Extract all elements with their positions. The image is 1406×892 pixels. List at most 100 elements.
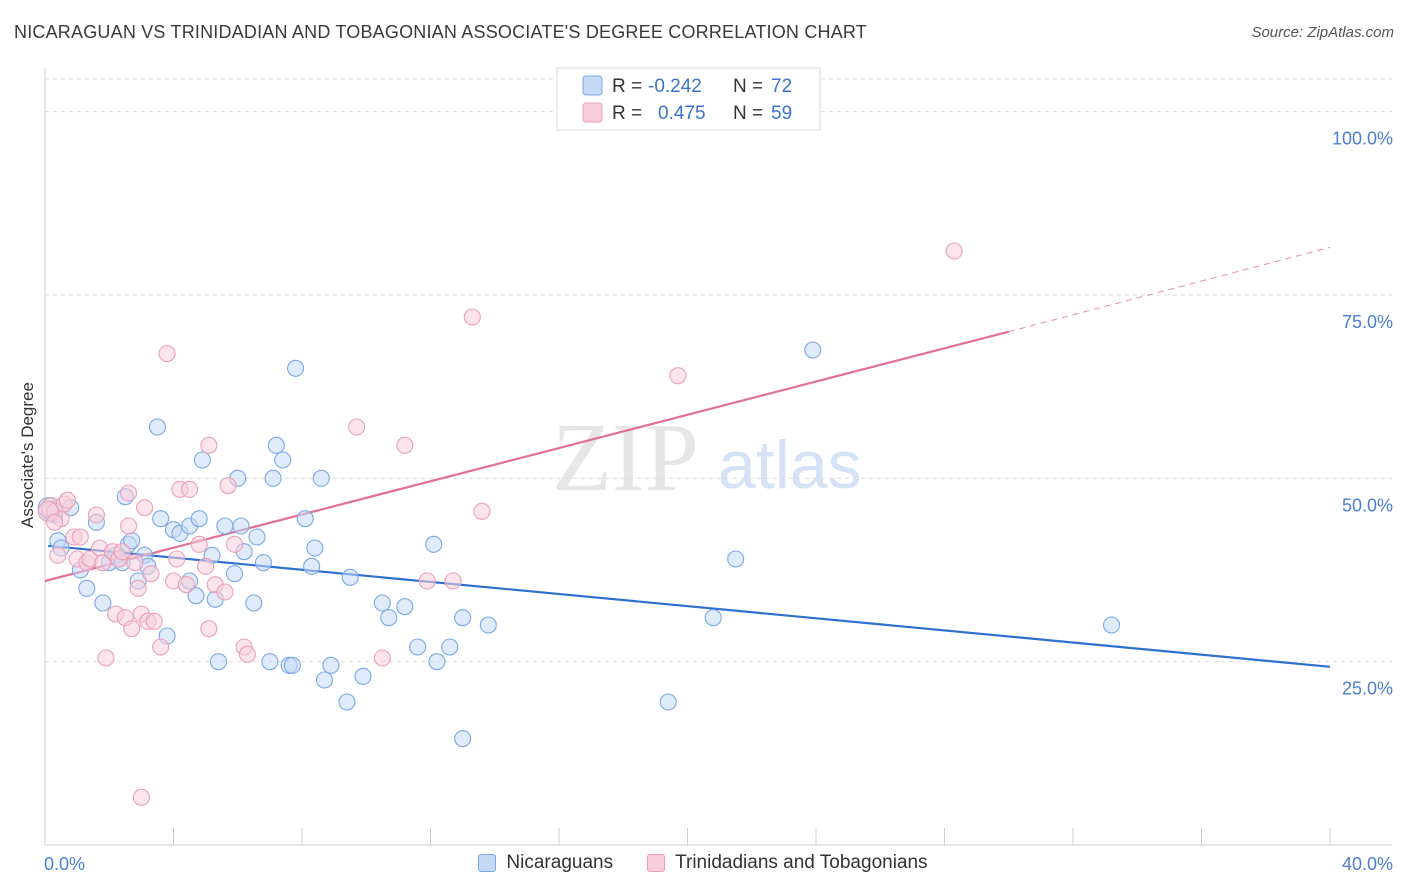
point-trinidadians-48 (373, 649, 391, 667)
point-nicaraguans-53 (338, 693, 356, 711)
point-trinidadians-42 (216, 583, 234, 601)
point-trinidadians-11 (87, 506, 105, 524)
point-nicaraguans-32 (216, 517, 234, 535)
point-nicaraguans-67 (704, 609, 722, 627)
y-tick-label-50: 50.0% (1342, 495, 1393, 515)
point-nicaraguans-58 (396, 598, 414, 616)
legend-item-nicaraguans[interactable]: Nicaraguans (478, 852, 613, 874)
point-trinidadians-40 (200, 436, 218, 454)
point-trinidadians-47 (348, 418, 366, 436)
point-trinidadians-43 (219, 477, 237, 495)
point-nicaraguans-41 (264, 469, 282, 487)
point-nicaraguans-47 (296, 510, 314, 528)
point-trinidadians-52 (463, 308, 481, 326)
point-nicaraguans-28 (193, 451, 211, 469)
point-trinidadians-55 (945, 242, 963, 260)
point-nicaraguans-60 (425, 535, 443, 553)
point-nicaraguans-64 (454, 730, 472, 748)
point-nicaraguans-33 (225, 565, 244, 583)
bottom-legend: Nicaraguans Trinidadians and Tobagonians (0, 852, 1406, 874)
point-trinidadians-18 (113, 543, 131, 561)
point-nicaraguans-51 (315, 671, 334, 689)
point-nicaraguans-68 (727, 550, 745, 568)
point-trinidadians-37 (190, 535, 208, 553)
point-nicaraguans-19 (148, 418, 166, 436)
tick-labels: 25.0% 50.0% 75.0% 100.0% 0.0% 40.0% (44, 129, 1393, 874)
point-trinidadians-56 (132, 788, 150, 806)
point-nicaraguans-31 (209, 653, 228, 671)
point-nicaraguans-65 (479, 616, 497, 634)
data-points (37, 242, 1121, 806)
legend-swatch-nicaraguans (582, 75, 603, 96)
point-nicaraguans-6 (78, 579, 96, 597)
watermark-zip: ZIP (552, 404, 699, 512)
point-trinidadians-22 (123, 620, 141, 638)
point-nicaraguans-49 (306, 539, 324, 557)
point-trinidadians-8 (71, 528, 89, 546)
point-nicaraguans-37 (245, 594, 263, 612)
point-nicaraguans-45 (283, 656, 301, 674)
point-nicaraguans-69 (804, 341, 822, 359)
legend-item-trinidadians[interactable]: Trinidadians and Tobagonians (647, 852, 928, 874)
x-tick-label-end: 40.0% (1342, 854, 1393, 874)
point-trinidadians-26 (136, 499, 154, 517)
point-nicaraguans-63 (454, 609, 472, 627)
point-trinidadians-21 (119, 484, 138, 502)
point-trinidadians-20 (119, 517, 138, 535)
point-nicaraguans-70 (1103, 616, 1121, 634)
point-trinidadians-53 (473, 502, 491, 520)
legend-r-value-1: -0.242 (648, 76, 702, 97)
point-trinidadians-31 (158, 345, 176, 363)
point-nicaraguans-54 (341, 568, 359, 586)
legend-r-value-2: 0.475 (658, 103, 706, 124)
chart-title: NICARAGUAN VS TRINIDADIAN AND TOBAGONIAN… (14, 22, 867, 42)
trinidadians-swatch (647, 854, 666, 872)
x-tick-label-start: 0.0% (44, 854, 85, 874)
y-axis-label: Associate's Degree (18, 382, 37, 528)
point-trinidadians-28 (142, 565, 160, 583)
axes (44, 68, 1392, 846)
point-nicaraguans-52 (322, 656, 340, 674)
point-nicaraguans-8 (94, 594, 112, 612)
point-nicaraguans-20 (152, 510, 170, 528)
trend-line-dashed-1 (1008, 246, 1331, 333)
point-nicaraguans-40 (261, 653, 279, 671)
legend-r-label-1: R = (612, 76, 642, 97)
point-trinidadians-49 (396, 436, 414, 454)
point-trinidadians-44 (225, 535, 244, 553)
point-nicaraguans-57 (380, 609, 398, 627)
legend-box: R = -0.242 N = 72 R = 0.475 N = 59 (556, 67, 821, 131)
legend-label-nicaraguans: Nicaraguans (506, 852, 614, 873)
point-trinidadians-38 (197, 557, 215, 575)
point-nicaraguans-50 (312, 469, 330, 487)
point-nicaraguans-39 (254, 554, 273, 572)
point-nicaraguans-46 (287, 359, 305, 377)
point-nicaraguans-27 (190, 510, 208, 528)
watermark-atlas: atlas (718, 427, 862, 503)
point-nicaraguans-61 (428, 653, 446, 671)
trend-line-1 (44, 330, 1010, 583)
legend-n-value-2: 59 (771, 103, 792, 124)
point-trinidadians-51 (444, 572, 462, 590)
source-label: Source: ZipAtlas.com (1251, 24, 1394, 41)
legend-swatch-trinidadians (582, 102, 603, 123)
point-nicaraguans-55 (354, 667, 372, 685)
y-tick-label-100: 100.0% (1332, 129, 1393, 149)
legend-label-trinidadians: Trinidadians and Tobagonians (675, 852, 928, 873)
point-trinidadians-23 (126, 554, 144, 572)
point-trinidadians-24 (129, 579, 147, 597)
point-trinidadians-39 (200, 620, 218, 638)
legend-n-label-2: N = (733, 103, 763, 124)
point-trinidadians-35 (177, 576, 195, 594)
point-trinidadians-58 (46, 513, 64, 531)
nicaraguans-swatch (478, 854, 497, 872)
point-nicaraguans-35 (232, 517, 250, 535)
legend-n-label-1: N = (733, 76, 763, 97)
point-nicaraguans-56 (373, 594, 391, 612)
gridlines (45, 78, 1392, 663)
point-nicaraguans-42 (267, 436, 285, 454)
point-trinidadians-30 (152, 638, 170, 656)
point-nicaraguans-66 (659, 693, 677, 711)
point-nicaraguans-62 (441, 638, 459, 656)
